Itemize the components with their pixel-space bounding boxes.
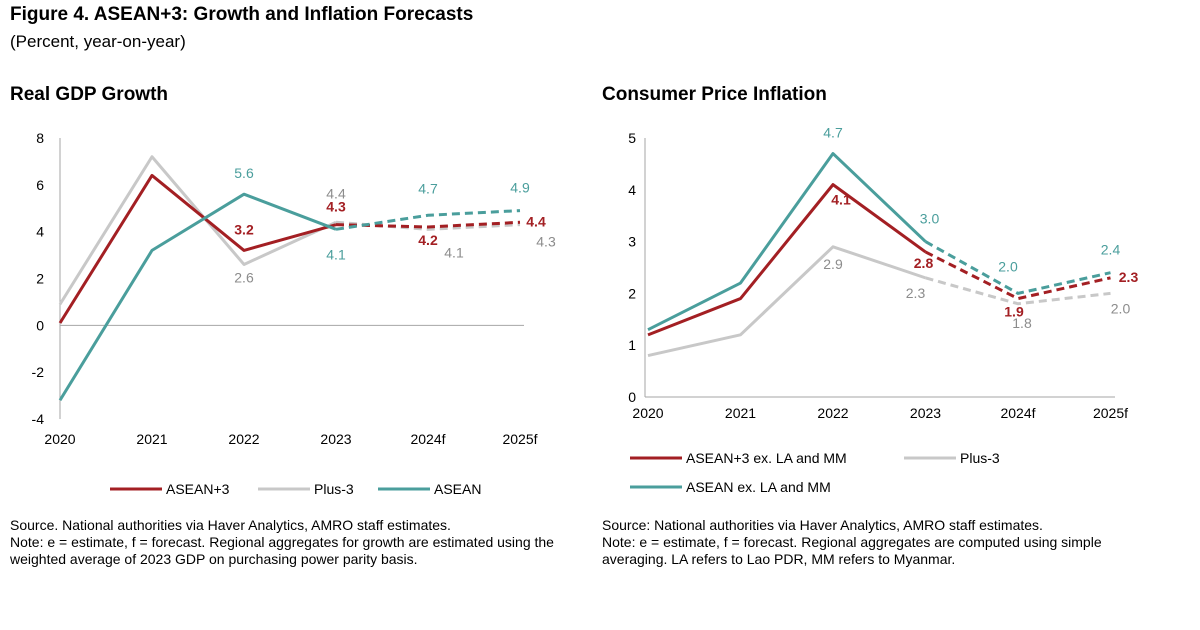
gdp-series-line-1 xyxy=(58,155,337,306)
cpi-data-label: 1.9 xyxy=(1004,304,1024,320)
cpi-x-tick-label: 2023 xyxy=(910,405,941,421)
gdp-notes: Source. National authorities via Haver A… xyxy=(10,517,570,568)
cpi-series-line-2 xyxy=(647,152,927,331)
gdp-y-tick-label: -4 xyxy=(32,411,45,427)
gdp-data-label: 4.2 xyxy=(418,232,438,248)
figure-title: Figure 4. ASEAN+3: Growth and Inflation … xyxy=(10,4,474,25)
cpi-legend-label: Plus-3 xyxy=(960,450,1000,466)
gdp-y-tick-label: 8 xyxy=(36,130,44,146)
gdp-y-tick-label: 2 xyxy=(36,271,44,287)
gdp-legend-label: ASEAN xyxy=(434,481,481,497)
gdp-source-text: Source. National authorities via Haver A… xyxy=(10,517,451,533)
gdp-x-tick-label: 2025f xyxy=(502,431,537,447)
cpi-y-tick-label: 0 xyxy=(628,389,636,405)
cpi-data-label: 2.0 xyxy=(998,258,1018,274)
cpi-source-text: Source: National authorities via Haver A… xyxy=(602,517,1043,533)
cpi-legend-label: ASEAN ex. LA and MM xyxy=(686,479,831,495)
gdp-data-label: 4.4 xyxy=(326,185,346,201)
cpi-data-label: 2.3 xyxy=(906,285,926,301)
cpi-data-label: 4.1 xyxy=(831,192,851,208)
gdp-x-tick-label: 2024f xyxy=(410,431,445,447)
gdp-series-forecast-line-2 xyxy=(335,209,521,231)
cpi-series-forecast-line-1 xyxy=(925,276,1111,306)
gdp-series-line-0 xyxy=(58,173,337,324)
cpi-data-label: 2.0 xyxy=(1111,300,1131,316)
gdp-legend-label: Plus-3 xyxy=(314,481,354,497)
cpi-x-tick-label: 2024f xyxy=(1000,405,1035,421)
gdp-y-tick-label: 4 xyxy=(36,224,44,240)
gdp-y-tick-label: -2 xyxy=(32,364,45,380)
gdp-x-tick-label: 2023 xyxy=(320,431,351,447)
cpi-data-label: 3.0 xyxy=(920,211,940,227)
gdp-legend-label: ASEAN+3 xyxy=(166,481,230,497)
cpi-y-tick-label: 4 xyxy=(628,182,636,198)
cpi-y-tick-label: 5 xyxy=(628,130,636,146)
cpi-y-tick-label: 3 xyxy=(628,234,636,250)
cpi-data-label: 1.8 xyxy=(1012,315,1032,331)
gdp-x-tick-label: 2022 xyxy=(228,431,259,447)
gdp-data-label: 4.4 xyxy=(526,213,546,229)
gdp-data-label: 4.7 xyxy=(418,180,438,196)
gdp-note-text: Note: e = estimate, f = forecast. Region… xyxy=(10,534,554,567)
cpi-chart-title: Consumer Price Inflation xyxy=(602,84,827,105)
gdp-data-label: 4.3 xyxy=(536,234,556,250)
cpi-data-label: 2.9 xyxy=(823,256,843,272)
gdp-y-tick-label: 0 xyxy=(36,317,44,333)
cpi-legend-label: ASEAN+3 ex. LA and MM xyxy=(686,450,847,466)
gdp-y-tick-label: 6 xyxy=(36,177,44,193)
cpi-data-label: 4.7 xyxy=(823,125,843,141)
gdp-chart: -4 -2 0 2 4 6 8 2020 2021 2022 2023 2024f 2025f 3.2 4.… xyxy=(32,130,556,497)
cpi-data-label: 2.8 xyxy=(914,255,934,271)
cpi-x-tick-label: 2020 xyxy=(632,405,663,421)
cpi-notes: Source: National authorities via Haver A… xyxy=(602,517,1152,568)
cpi-data-label: 2.3 xyxy=(1119,269,1139,285)
gdp-series-line-2 xyxy=(58,192,337,402)
cpi-data-label: 2.4 xyxy=(1101,242,1121,258)
cpi-series-forecast-line-2 xyxy=(924,240,1111,295)
cpi-x-tick-label: 2022 xyxy=(817,405,848,421)
cpi-chart: 0 1 2 3 4 5 2020 2021 2022 2023 2024f 2025f 4.1 2.8 1.… xyxy=(628,125,1138,495)
figure-subtitle: (Percent, year-on-year) xyxy=(10,32,186,51)
gdp-chart-title: Real GDP Growth xyxy=(10,84,169,105)
cpi-x-tick-label: 2021 xyxy=(725,405,756,421)
gdp-data-label: 3.2 xyxy=(234,221,254,237)
gdp-data-label: 4.1 xyxy=(326,246,346,262)
cpi-series-line-0 xyxy=(647,183,927,337)
cpi-x-tick-label: 2025f xyxy=(1093,405,1128,421)
gdp-data-label: 2.6 xyxy=(234,269,254,285)
cpi-note-text: Note: e = estimate, f = forecast. Region… xyxy=(602,534,1102,567)
gdp-x-tick-label: 2021 xyxy=(136,431,167,447)
gdp-data-label: 4.9 xyxy=(510,180,530,196)
gdp-x-tick-label: 2020 xyxy=(44,431,75,447)
cpi-series-line-1 xyxy=(647,245,926,358)
cpi-series-forecast-line-0 xyxy=(924,250,1111,301)
cpi-y-tick-label: 1 xyxy=(628,337,636,353)
gdp-data-label: 4.3 xyxy=(326,199,346,215)
gdp-data-label: 4.1 xyxy=(444,244,464,260)
gdp-data-label: 5.6 xyxy=(234,165,254,181)
cpi-y-tick-label: 2 xyxy=(628,285,636,301)
